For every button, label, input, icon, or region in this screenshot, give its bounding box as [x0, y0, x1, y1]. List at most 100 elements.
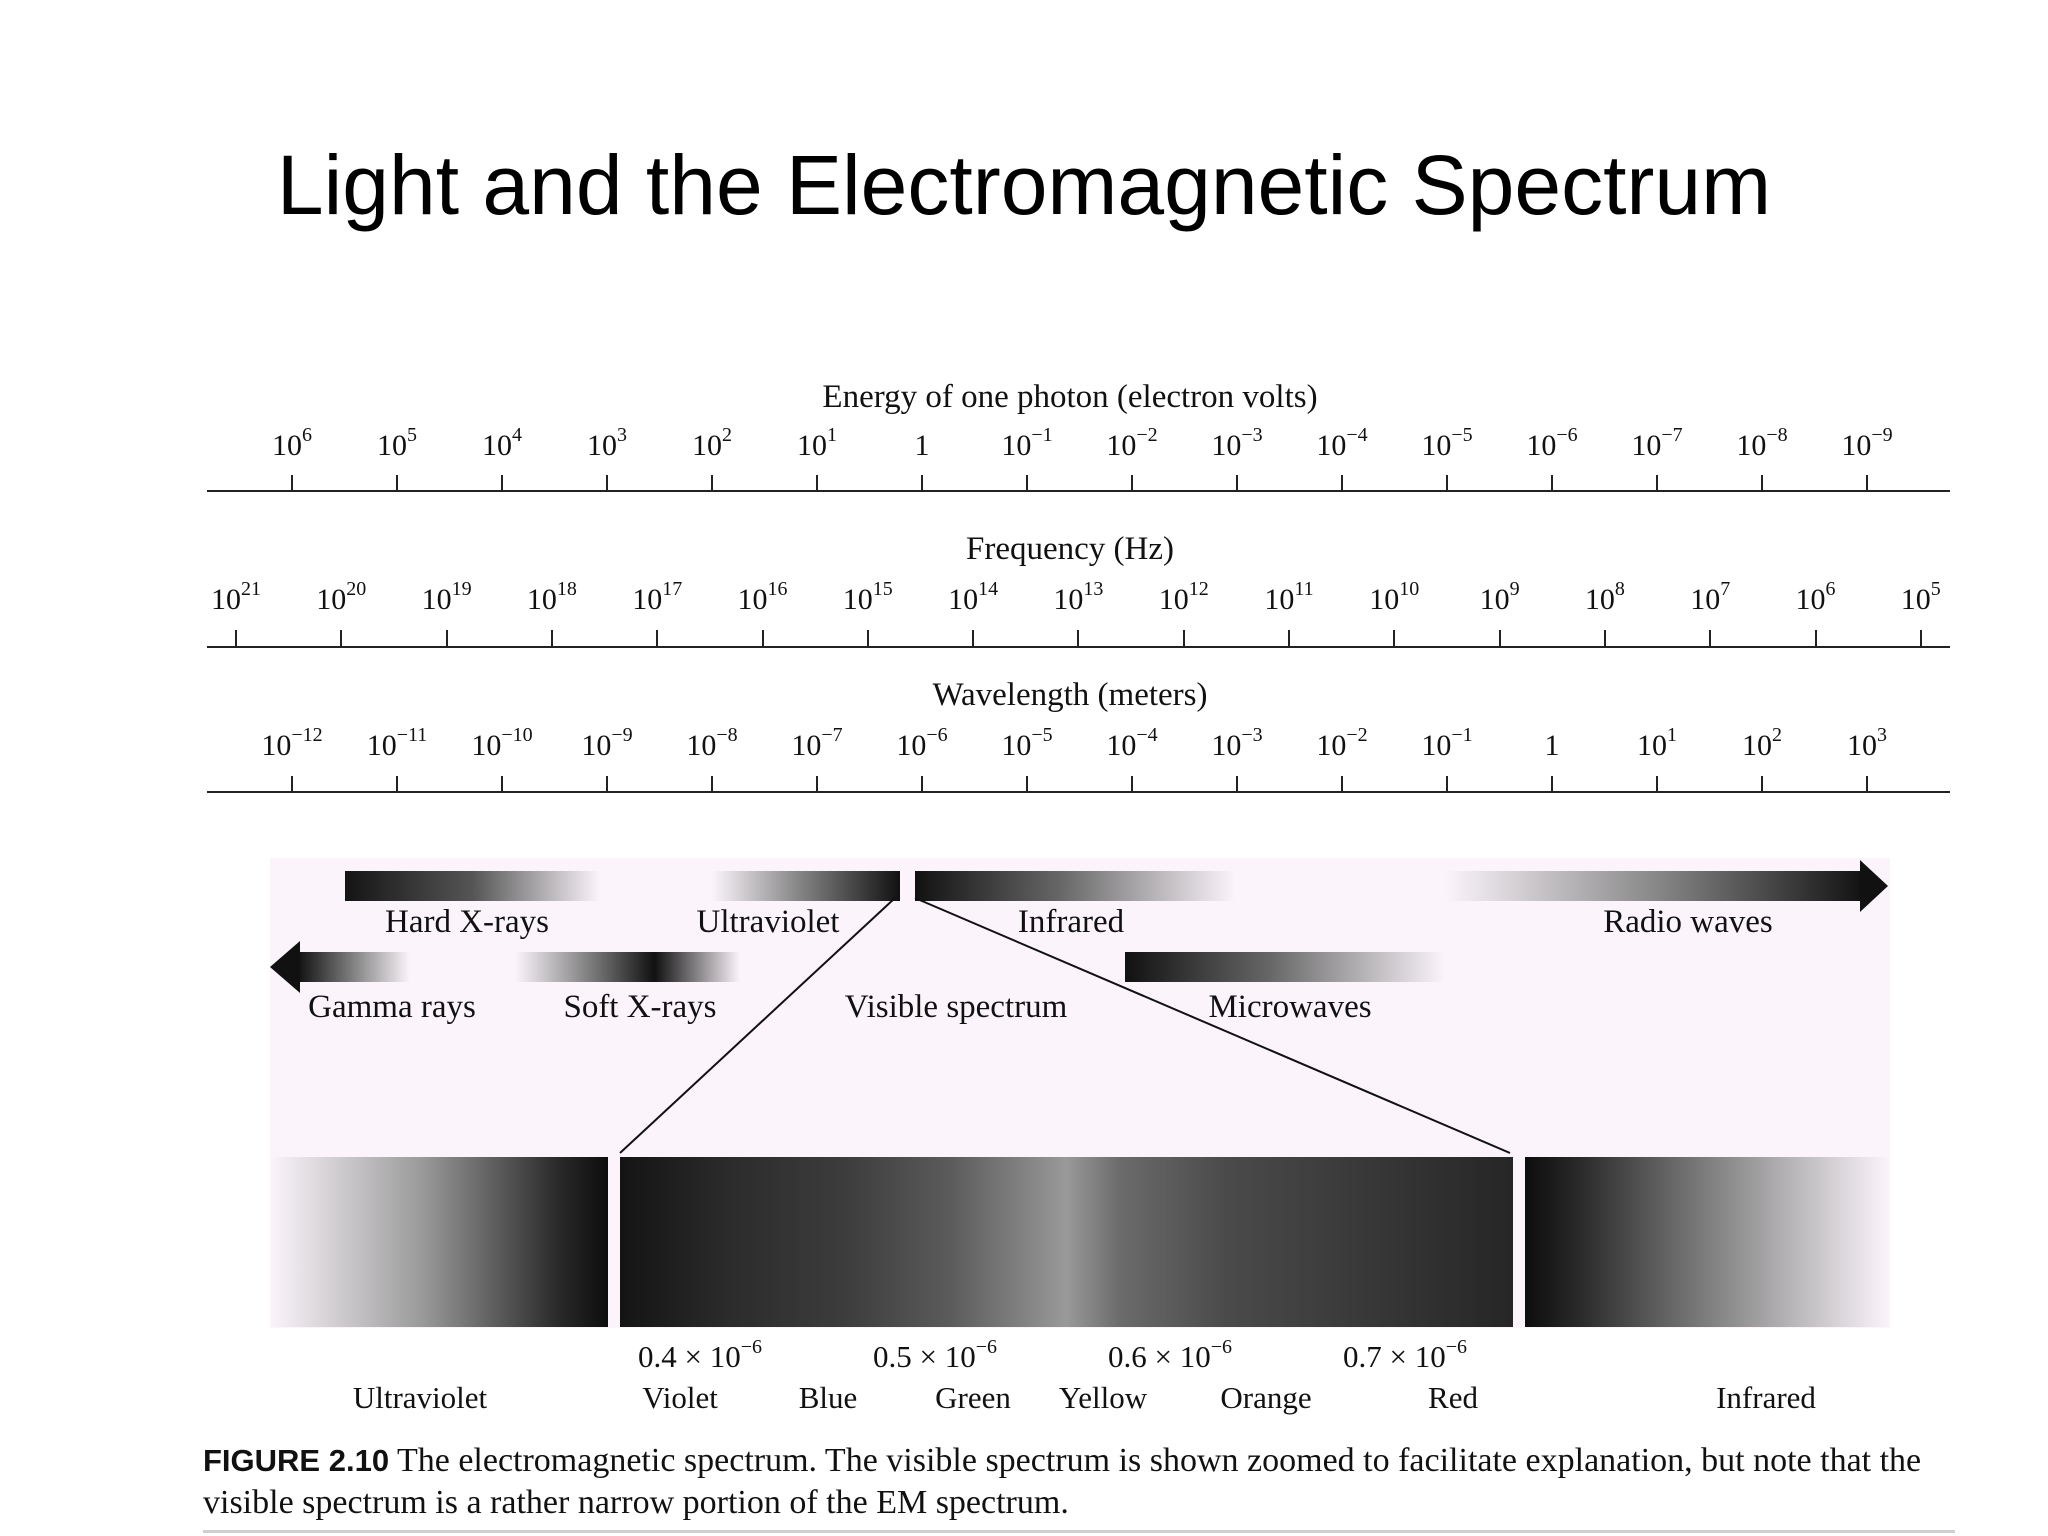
energy-tick-mark [291, 475, 293, 491]
frequency-tick-label: 1015 [808, 579, 928, 618]
energy-tick-base: 10 [482, 429, 512, 462]
wavelength-tick-exponent: −12 [291, 724, 323, 746]
frequency-tick-base: 10 [1900, 583, 1931, 616]
energy-tick-exponent: −5 [1451, 424, 1473, 446]
energy-tick-base: 10 [587, 429, 617, 462]
frequency-tick-mark [1603, 630, 1606, 646]
figure-label: FIGURE 2.10 [203, 1443, 390, 1478]
wavelength-tick-base: 10 [1847, 729, 1877, 762]
frequency-tick-mark [550, 630, 553, 646]
energy-tick-exponent: 5 [407, 424, 417, 446]
wavelength-tick-label: 10−7 [757, 725, 877, 764]
energy-tick-base: 10 [797, 429, 827, 462]
energy-tick-exponent: 1 [827, 424, 837, 446]
wavelength-tick-exponent: −7 [821, 724, 843, 746]
wavelength-tick-base: 10 [1421, 729, 1452, 762]
frequency-tick-base: 10 [842, 583, 873, 616]
wavelength-tick-label: 10−8 [652, 725, 772, 764]
gamma-rays-label: Gamma rays [308, 989, 476, 1025]
visible-wavelength-mark: 0.5 × 10−6 [805, 1337, 1065, 1375]
wavelength-tick-label: 10−11 [337, 725, 457, 764]
wavelength-axis-title: Wavelength (meters) [932, 677, 1208, 713]
wavelength-mark-exponent: −6 [1445, 1336, 1467, 1358]
frequency-tick-mark [1498, 630, 1501, 646]
frequency-axis-title: Frequency (Hz) [966, 531, 1174, 567]
energy-tick-exponent: 4 [512, 424, 522, 446]
frequency-tick-exponent: 10 [1399, 578, 1420, 600]
radio-waves-label: Radio waves [1603, 904, 1773, 940]
wavelength-tick-label: 10−12 [232, 725, 352, 764]
frequency-tick-base: 10 [526, 583, 557, 616]
energy-tick-exponent: 6 [302, 424, 312, 446]
wavelength-tick-base: 10 [581, 729, 612, 762]
energy-tick-label: 10−4 [1282, 425, 1402, 464]
frequency-tick-mark [235, 630, 237, 646]
energy-tick-base: 10 [1421, 429, 1452, 462]
frequency-tick-exponent: 18 [556, 578, 577, 600]
energy-tick-mark [396, 475, 398, 491]
energy-tick-exponent: −7 [1661, 424, 1683, 446]
wavelength-tick-base: 10 [1637, 729, 1667, 762]
frequency-axis-line [207, 646, 1950, 648]
visible-wavelength-mark: 0.4 × 10−6 [570, 1337, 830, 1375]
soft-xrays-bar [515, 952, 740, 982]
energy-tick-label: 102 [652, 425, 772, 464]
frequency-tick-base: 10 [1158, 583, 1189, 616]
wavelength-tick-mark [1131, 776, 1133, 792]
color-label-blue: Blue [798, 1380, 858, 1415]
wavelength-tick-mark [1341, 776, 1343, 792]
zoom-line-left [619, 897, 896, 1154]
wavelength-tick-base: 10 [1106, 729, 1137, 762]
frequency-tick-base: 10 [1584, 583, 1615, 616]
frequency-tick-label: 1018 [492, 579, 612, 618]
frequency-tick-label: 1014 [913, 579, 1033, 618]
frequency-tick-label: 105 [1861, 579, 1981, 618]
frequency-tick-exponent: 11 [1294, 578, 1314, 600]
frequency-tick-exponent: 9 [1509, 578, 1520, 600]
frequency-tick-base: 10 [1479, 583, 1510, 616]
wavelength-tick-base: 10 [686, 729, 717, 762]
visible-wavelength-mark: 0.6 × 10−6 [1040, 1337, 1300, 1375]
energy-tick-label: 106 [232, 425, 352, 464]
energy-tick-mark [606, 475, 608, 491]
wavelength-tick-label: 1 [1492, 728, 1612, 764]
frequency-tick-label: 1021 [176, 579, 296, 618]
wavelength-tick-base: 1 [1544, 729, 1560, 762]
energy-tick-exponent: −6 [1556, 424, 1578, 446]
frequency-tick-mark [972, 630, 975, 646]
soft-xrays-label: Soft X-rays [563, 989, 717, 1025]
energy-tick-label: 1 [862, 428, 982, 464]
wavelength-tick-label: 10−5 [967, 725, 1087, 764]
energy-tick-mark [1236, 475, 1238, 491]
wavelength-tick-mark [921, 776, 923, 792]
wavelength-tick-label: 10−3 [1177, 725, 1297, 764]
energy-tick-mark [1026, 475, 1028, 491]
energy-tick-base: 10 [377, 429, 407, 462]
figure-caption-text: The electromagnetic spectrum. The visibl… [203, 1442, 1922, 1521]
wavelength-tick-label: 10−4 [1072, 725, 1192, 764]
wavelength-tick-exponent: 3 [1877, 724, 1887, 746]
detail-infrared-label: Infrared [1716, 1380, 1816, 1415]
energy-tick-base: 10 [1736, 429, 1767, 462]
wavelength-tick-exponent: −8 [716, 724, 738, 746]
wavelength-tick-mark [291, 776, 293, 792]
wavelength-tick-mark [1866, 776, 1868, 792]
energy-tick-label: 105 [337, 425, 457, 464]
wavelength-tick-mark [1236, 776, 1238, 792]
frequency-tick-label: 1019 [387, 579, 507, 618]
energy-tick-base: 10 [1211, 429, 1242, 462]
energy-tick-exponent: −2 [1136, 424, 1158, 446]
frequency-tick-label: 109 [1440, 579, 1560, 618]
infrared-strip [1525, 1157, 1890, 1327]
wavelength-tick-base: 10 [261, 729, 292, 762]
frequency-tick-mark [1814, 630, 1817, 646]
energy-tick-label: 104 [442, 425, 562, 464]
energy-tick-mark [501, 475, 503, 491]
frequency-tick-exponent: 15 [872, 578, 893, 600]
wavelength-tick-exponent: 2 [1772, 724, 1782, 746]
frequency-tick-base: 10 [1053, 583, 1084, 616]
wavelength-tick-label: 10−1 [1387, 725, 1507, 764]
frequency-tick-label: 1010 [1334, 579, 1454, 618]
slide-title: Light and the Electromagnetic Spectrum [276, 138, 1772, 232]
frequency-tick-exponent: 12 [1188, 578, 1209, 600]
